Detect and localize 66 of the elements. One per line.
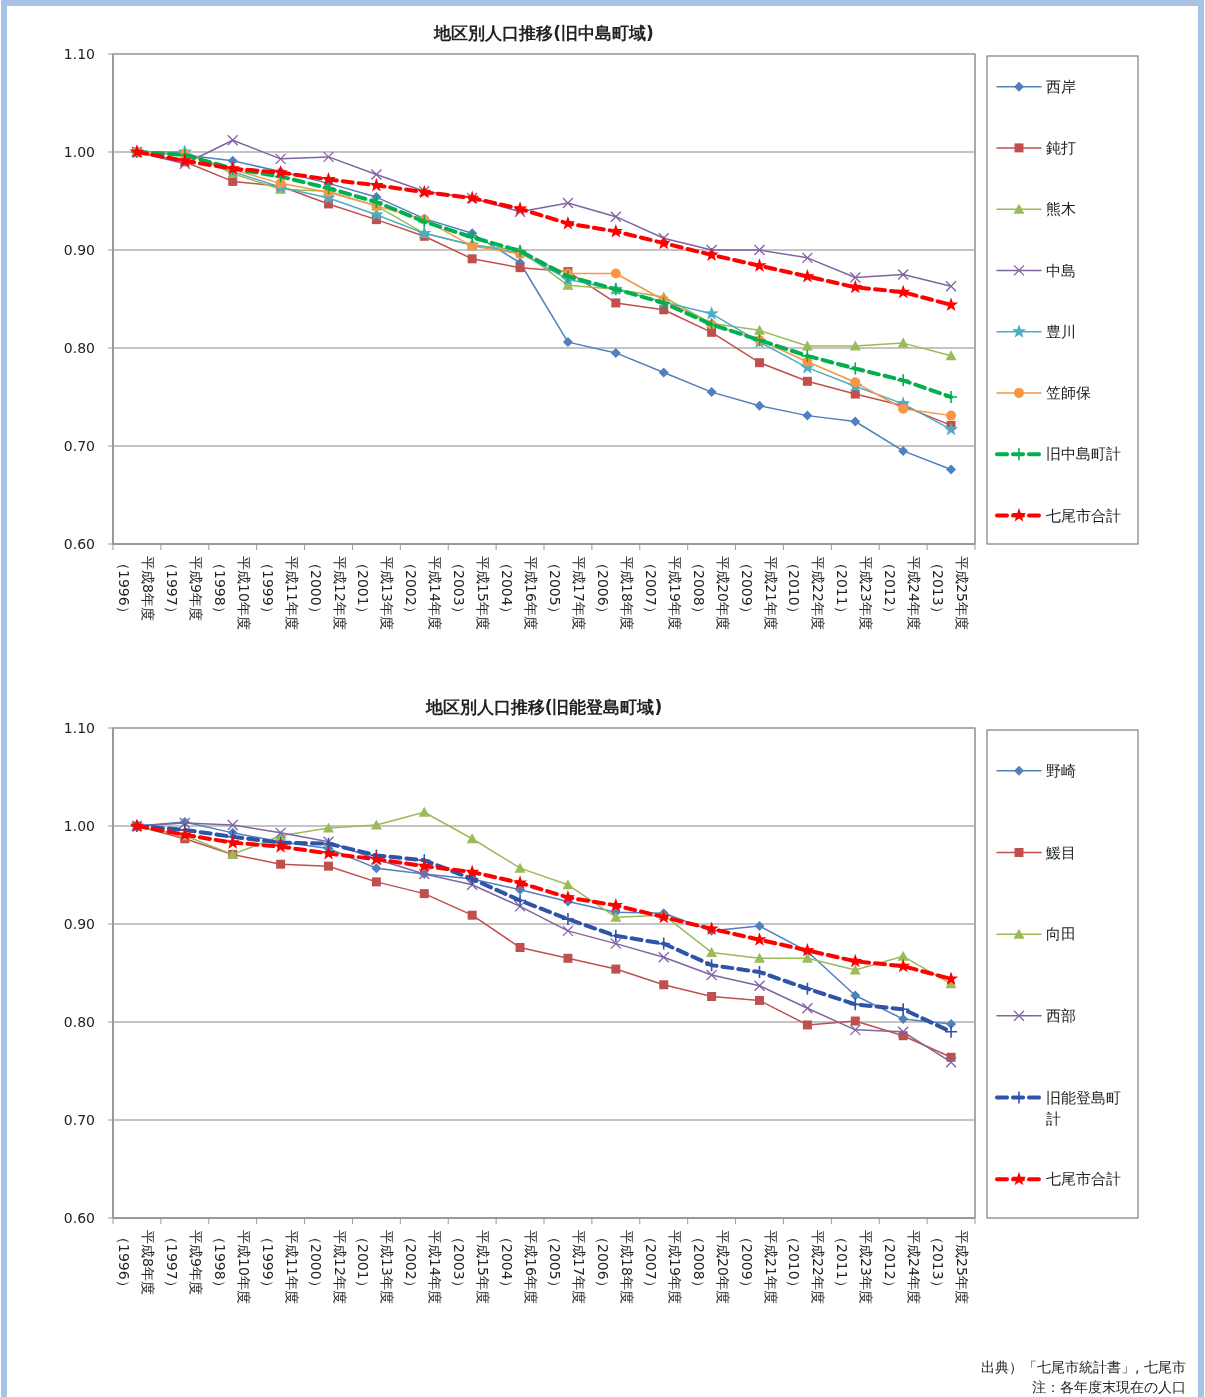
legend-label: 旧能登島町計 (1046, 1088, 1121, 1128)
x-tick-label: 平成20年度（2008） (690, 1230, 731, 1304)
x-tick-label: 平成8年度（1996） (115, 556, 156, 621)
x-tick-label: 平成15年度（2003） (451, 556, 492, 630)
legend-label: 西部 (1046, 1007, 1076, 1026)
y-tick-label: 0.60 (63, 535, 95, 552)
x-tick-label: 平成20年度（2008） (690, 556, 731, 630)
text: 注：各年度末現在の人口 (1032, 1379, 1186, 1395)
x-tick-label: 平成25年度（2013） (930, 556, 971, 630)
x-tick-label: 平成12年度（2000） (307, 556, 348, 630)
legend-label: 熊木 (1046, 200, 1076, 219)
x-tick-label: 平成18年度（2006） (594, 556, 635, 630)
y-tick-label: 0.90 (63, 915, 95, 932)
y-tick-label: 0.70 (63, 437, 95, 454)
x-tick-label: 平成14年度（2002） (403, 1230, 444, 1304)
legend-label: 中島 (1046, 261, 1076, 280)
x-tick-label: 平成11年度（1999） (259, 1230, 300, 1304)
x-tick-label: 平成10年度（1998） (211, 1230, 252, 1304)
x-tick-label: 平成16年度（2004） (499, 1230, 540, 1304)
legend-label: 向田 (1046, 925, 1076, 944)
legend-label: 七尾市合計 (1046, 1170, 1121, 1189)
legend-label: 鰀目 (1046, 843, 1076, 862)
x-tick-label: 平成12年度（2000） (307, 1230, 348, 1304)
x-tick-label: 平成16年度（2004） (499, 556, 540, 630)
x-tick-label: 平成17年度（2005） (546, 556, 587, 630)
y-tick-label: 0.70 (63, 1111, 95, 1128)
x-tick-label: 平成19年度（2007） (642, 556, 683, 630)
chart-title: 地区別人口推移(旧能登島町域) (424, 697, 663, 717)
y-tick-label: 1.10 (63, 719, 95, 736)
y-tick-label: 1.00 (63, 143, 95, 160)
x-tick-label: 平成23年度（2011） (834, 1230, 875, 1304)
x-tick-label: 平成9年度（1997） (163, 556, 204, 621)
x-tick-label: 平成17年度（2005） (546, 1230, 587, 1304)
x-tick-label: 平成11年度（1999） (259, 556, 300, 630)
y-tick-label: 0.90 (63, 241, 95, 258)
x-tick-label: 平成14年度（2002） (403, 556, 444, 630)
x-tick-label: 平成21年度（2009） (738, 1230, 779, 1304)
legend-label: 旧中島町計 (1046, 445, 1121, 464)
chart-title: 地区別人口推移(旧中島町域) (433, 23, 654, 43)
x-tick-label: 平成21年度（2009） (738, 556, 779, 630)
legend-label: 鈍打 (1046, 139, 1076, 158)
y-tick-label: 0.80 (63, 339, 95, 356)
x-tick-label: 平成19年度（2007） (642, 1230, 683, 1304)
x-tick-label: 平成15年度（2003） (451, 1230, 492, 1304)
x-tick-label: 平成24年度（2012） (882, 1230, 923, 1304)
x-tick-label: 平成8年度（1996） (115, 1230, 156, 1295)
legend-label: 七尾市合計 (1046, 506, 1121, 525)
legend-label: 野崎 (1046, 762, 1076, 781)
source-note: 出典）「七尾市統計書」, 七尾市 (981, 1359, 1186, 1375)
x-tick-label: 平成25年度（2013） (930, 1230, 971, 1304)
x-tick-label: 平成10年度（1998） (211, 556, 252, 630)
y-tick-label: 1.10 (63, 45, 95, 62)
x-tick-label: 平成22年度（2010） (786, 556, 827, 630)
x-tick-label: 平成24年度（2012） (882, 556, 923, 630)
legend-label: 豊川 (1046, 322, 1076, 341)
legend-label: 西岸 (1046, 77, 1076, 96)
x-tick-label: 平成18年度（2006） (594, 1230, 635, 1304)
x-tick-label: 平成13年度（2001） (355, 1230, 396, 1304)
x-tick-label: 平成9年度（1997） (163, 1230, 204, 1295)
x-tick-label: 平成22年度（2010） (786, 1230, 827, 1304)
y-tick-label: 0.60 (63, 1209, 95, 1226)
legend-label: 笠師保 (1046, 384, 1091, 403)
x-tick-label: 平成23年度（2011） (834, 556, 875, 630)
x-tick-label: 平成13年度（2001） (355, 556, 396, 630)
y-tick-label: 0.80 (63, 1013, 95, 1030)
y-tick-label: 1.00 (63, 817, 95, 834)
